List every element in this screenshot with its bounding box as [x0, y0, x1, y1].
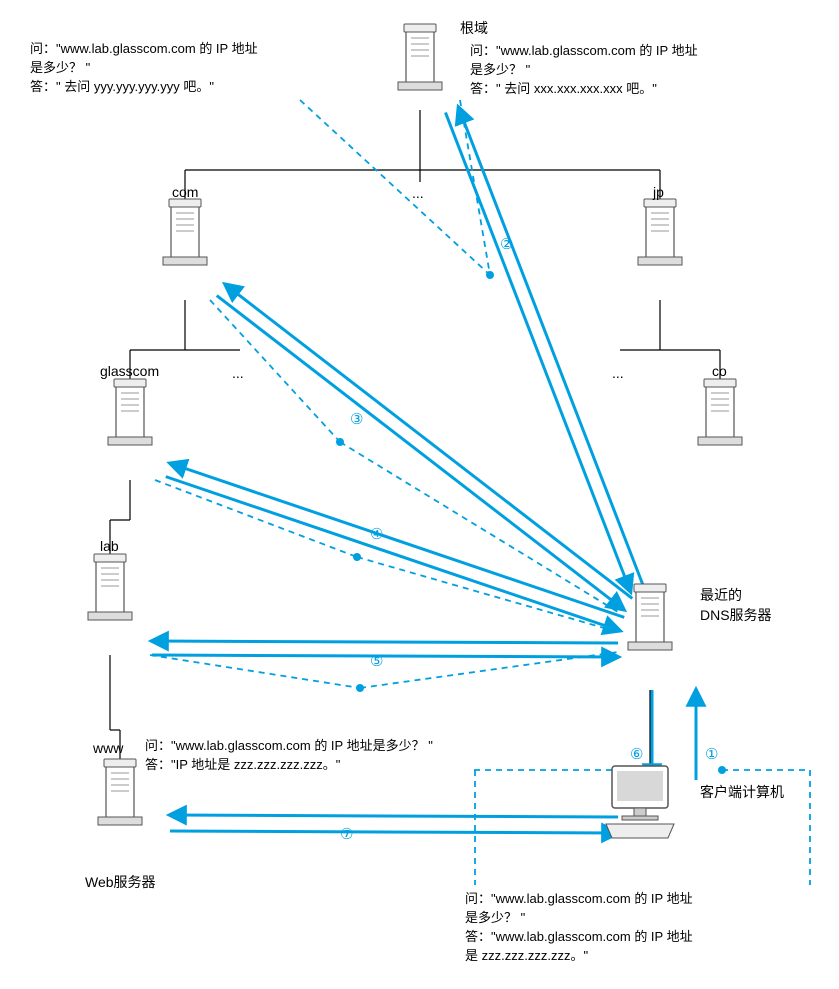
label-www: www — [93, 740, 123, 756]
step-⑦: ⑦ — [340, 825, 353, 843]
label-com: com — [172, 184, 198, 200]
label-lab: lab — [100, 538, 119, 554]
tree-dots-2: ... — [612, 365, 624, 381]
step-③: ③ — [350, 410, 363, 428]
step-②: ② — [500, 235, 513, 253]
qa-qa_mid: 问："www.lab.glasscom.com 的 IP 地址是多少？ "答："… — [145, 737, 433, 775]
label-client: 客户端计算机 — [700, 782, 784, 802]
label-co: co — [712, 363, 727, 379]
step-⑤: ⑤ — [370, 652, 383, 670]
step-①: ① — [705, 745, 718, 763]
label-root: 根域 — [460, 18, 488, 38]
label-jp: jp — [653, 184, 664, 200]
step-④: ④ — [370, 525, 383, 543]
label-glasscom: glasscom — [100, 363, 159, 379]
label-web: Web服务器 — [85, 872, 156, 892]
diagram-canvas — [0, 0, 839, 989]
tree-dots-0: ... — [412, 185, 424, 201]
step-⑥: ⑥ — [630, 745, 643, 763]
qa-qa_right_top: 问："www.lab.glasscom.com 的 IP 地址是多少？ "答："… — [470, 42, 698, 99]
tree-dots-1: ... — [232, 365, 244, 381]
qa-qa_bottom: 问："www.lab.glasscom.com 的 IP 地址是多少？ "答："… — [465, 890, 693, 965]
qa-qa_left_top: 问："www.lab.glasscom.com 的 IP 地址是多少？ "答："… — [30, 40, 258, 97]
label-dns: 最近的DNS服务器 — [700, 585, 772, 625]
